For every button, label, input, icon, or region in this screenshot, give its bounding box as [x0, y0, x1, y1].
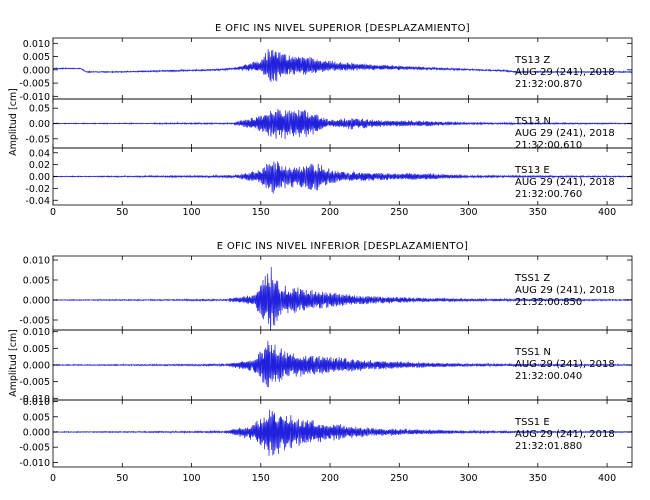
x-tick-label: 400	[598, 207, 616, 218]
x-tick-label: 50	[116, 207, 128, 218]
chart-2: E OFIC INS NIVEL INFERIOR [DESPLAZAMIENT…	[8, 241, 633, 484]
waveform-trace	[52, 161, 633, 194]
chart-title: E OFIC INS NIVEL SUPERIOR [DESPLAZAMIENT…	[215, 23, 470, 34]
station-label: TS13 Z	[514, 55, 550, 66]
date-label: AUG 29 (241), 2018	[515, 429, 615, 440]
waveform-trace	[52, 266, 633, 331]
waveform-trace	[52, 108, 633, 140]
y-tick-label: -0.010	[19, 458, 50, 469]
y-tick-label: -0.02	[25, 184, 50, 195]
time-label: 21:32:01.880	[515, 441, 582, 452]
y-tick-label: 0.005	[23, 412, 50, 423]
waveform-trace	[52, 49, 633, 83]
y-tick-label: 0.010	[23, 327, 50, 338]
y-tick-label: -0.010	[19, 394, 50, 405]
y-tick-label: 0.00	[29, 172, 50, 183]
x-tick-label: 200	[321, 473, 339, 484]
x-tick-label: 400	[598, 473, 616, 484]
panel-frame	[52, 399, 633, 468]
x-tick-label: 300	[459, 473, 477, 484]
y-tick-label: -0.05	[25, 134, 50, 145]
y-tick-label: 0.000	[23, 65, 50, 76]
y-tick-label: -0.005	[19, 79, 50, 90]
chart-1: E OFIC INS NIVEL SUPERIOR [DESPLAZAMIENT…	[8, 23, 633, 218]
y-tick-label: 0.04	[29, 148, 50, 159]
y-tick-label: 0.000	[23, 427, 50, 438]
y-tick-label: -0.04	[25, 196, 50, 207]
y-tick-label: 0.02	[29, 160, 50, 171]
x-tick-label: 150	[252, 473, 270, 484]
chart-title: E OFIC INS NIVEL INFERIOR [DESPLAZAMIENT…	[217, 241, 468, 252]
time-label: 21:32:00.760	[515, 189, 582, 200]
waveform-trace	[52, 340, 633, 388]
date-label: AUG 29 (241), 2018	[515, 285, 615, 296]
y-tick-label: 0.005	[23, 344, 50, 355]
time-label: 21:32:00.870	[515, 79, 582, 90]
date-label: AUG 29 (241), 2018	[515, 128, 615, 139]
station-label: TSS1 E	[514, 417, 550, 428]
x-tick-label: 50	[116, 473, 128, 484]
y-tick-label: 0.000	[23, 296, 50, 307]
x-tick-label: 350	[529, 207, 547, 218]
x-tick-label: 100	[182, 473, 200, 484]
y-tick-label: 0.010	[23, 256, 50, 267]
date-label: AUG 29 (241), 2018	[515, 177, 615, 188]
x-tick-label: 250	[390, 207, 408, 218]
waveform-trace	[52, 409, 633, 457]
station-label: TSS1 N	[514, 347, 551, 358]
station-label: TS13 E	[514, 165, 550, 176]
y-axis-label: Amplitud [cm]	[8, 88, 19, 156]
x-tick-label: 100	[182, 207, 200, 218]
y-tick-label: 0.010	[23, 397, 50, 408]
time-label: 21:32:00.850	[515, 297, 582, 308]
time-label: 21:32:00.610	[515, 140, 582, 151]
x-tick-label: 250	[390, 473, 408, 484]
y-axis-label: Amplitud [cm]	[8, 329, 19, 397]
station-label: TS13 N	[514, 116, 551, 127]
y-tick-label: -0.005	[19, 377, 50, 388]
y-tick-label: 0.05	[29, 104, 50, 115]
y-tick-label: 0.00	[29, 119, 50, 130]
y-tick-label: 0.005	[23, 276, 50, 287]
y-tick-label: 0.005	[23, 52, 50, 63]
date-label: AUG 29 (241), 2018	[515, 67, 615, 78]
y-tick-label: -0.005	[19, 443, 50, 454]
x-tick-label: 300	[459, 207, 477, 218]
y-tick-label: 0.010	[23, 39, 50, 50]
station-label: TSS1 Z	[514, 273, 550, 284]
date-label: AUG 29 (241), 2018	[515, 359, 615, 370]
x-tick-label: 350	[529, 473, 547, 484]
x-tick-label: 150	[252, 207, 270, 218]
time-label: 21:32:00.040	[515, 371, 582, 382]
y-tick-label: -0.010	[19, 92, 50, 103]
x-tick-label: 0	[50, 473, 56, 484]
y-tick-label: 0.000	[23, 361, 50, 372]
x-tick-label: 200	[321, 207, 339, 218]
y-tick-label: -0.005	[19, 316, 50, 327]
x-tick-label: 0	[50, 207, 56, 218]
